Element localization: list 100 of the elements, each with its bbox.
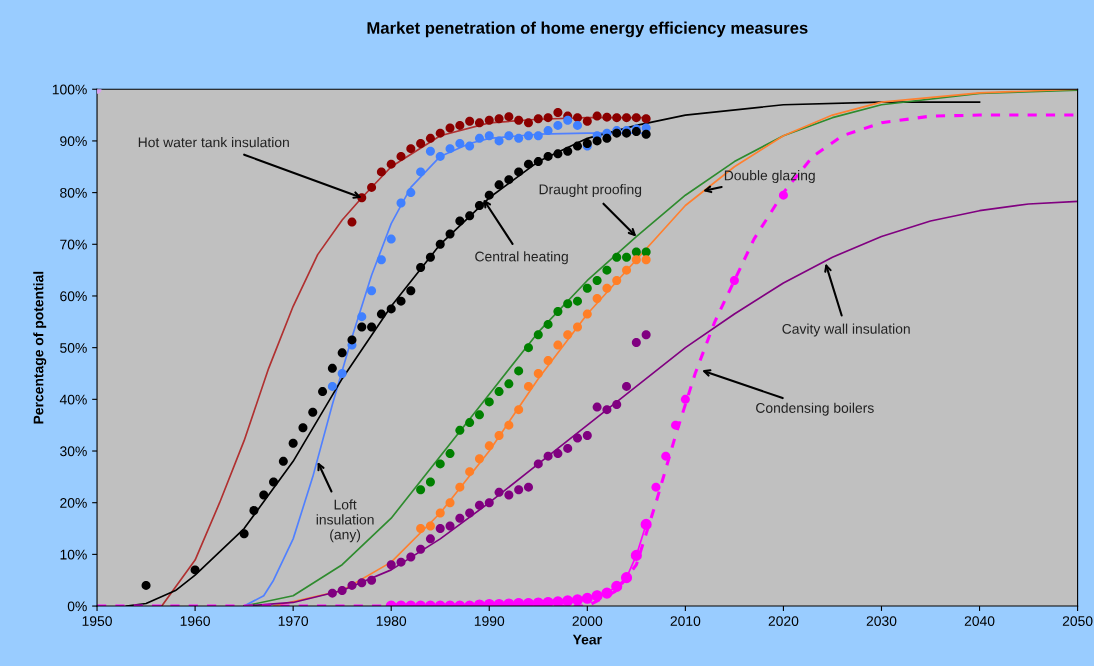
point: [602, 283, 612, 293]
point: [474, 118, 484, 128]
point: [494, 114, 504, 124]
point: [553, 120, 563, 130]
point: [523, 343, 533, 353]
point: [494, 387, 504, 397]
point: [406, 144, 416, 154]
point: [591, 590, 603, 602]
point: [465, 116, 475, 126]
point: [612, 400, 622, 409]
point: [582, 116, 592, 126]
point: [465, 508, 475, 518]
point: [298, 423, 308, 433]
point: [612, 275, 622, 285]
point: [396, 557, 406, 567]
point: [592, 136, 602, 146]
point: [543, 356, 553, 366]
point: [425, 477, 435, 487]
point: [573, 113, 583, 123]
point: [514, 485, 524, 495]
point: [630, 549, 642, 561]
y-tick-label: 30%: [60, 446, 87, 457]
annotation: Hot water tank insulation: [138, 137, 289, 148]
point: [582, 309, 592, 319]
point: [445, 229, 455, 239]
annotation: Cavity wall insulation: [782, 323, 910, 337]
point: [435, 239, 445, 249]
y-tick-label: 40%: [59, 394, 87, 405]
point: [533, 459, 543, 469]
point: [543, 319, 553, 329]
point: [622, 381, 632, 391]
point: [190, 565, 200, 575]
point: [641, 129, 651, 139]
point: [562, 595, 574, 607]
x-tick-label: 1950: [82, 616, 112, 626]
point: [514, 167, 524, 177]
point: [455, 425, 465, 435]
point: [671, 420, 681, 430]
point: [416, 263, 426, 273]
x-tick-label: 2020: [768, 616, 799, 626]
point: [396, 151, 406, 161]
point: [445, 498, 455, 508]
point: [337, 348, 347, 358]
point: [582, 431, 592, 441]
point: [729, 275, 739, 285]
x-tick-label: 2050: [1062, 616, 1093, 626]
point: [435, 151, 445, 161]
point: [523, 381, 533, 391]
point: [651, 482, 661, 492]
point: [611, 580, 623, 592]
point: [347, 580, 357, 590]
point: [553, 306, 563, 316]
point: [386, 304, 396, 314]
point: [386, 159, 396, 169]
point: [533, 157, 543, 167]
point: [445, 449, 455, 459]
x-tick-label: 1980: [376, 616, 407, 626]
point: [641, 330, 651, 340]
point: [571, 594, 584, 606]
point: [455, 120, 465, 130]
point: [484, 190, 494, 200]
point: [425, 534, 435, 544]
point: [504, 131, 514, 141]
point: [406, 552, 416, 562]
point: [269, 477, 279, 487]
point: [543, 151, 553, 161]
point: [640, 518, 652, 530]
point: [542, 596, 554, 607]
point: [553, 108, 563, 117]
y-tick-label: 10%: [60, 549, 87, 560]
point: [504, 420, 514, 430]
point: [367, 575, 377, 585]
point: [416, 139, 426, 149]
point: [602, 265, 612, 275]
point: [602, 133, 612, 143]
point: [249, 505, 259, 515]
point: [631, 113, 641, 123]
point: [357, 578, 367, 588]
annotation: Double glazing: [724, 170, 815, 184]
point: [514, 405, 524, 415]
point: [337, 368, 347, 378]
point: [357, 312, 367, 322]
x-tick-label: 2040: [964, 616, 995, 626]
point: [347, 335, 357, 345]
point: [778, 190, 788, 200]
point: [523, 159, 533, 169]
point: [523, 482, 533, 492]
point: [376, 255, 386, 265]
annotation: Condensing boilers: [756, 402, 874, 416]
point: [581, 592, 593, 604]
point: [484, 397, 494, 407]
point: [523, 131, 533, 141]
point: [386, 560, 396, 570]
point: [396, 198, 406, 208]
point: [631, 255, 641, 265]
point: [641, 255, 651, 265]
chart-title: Market penetration of home energy efficiency measures: [367, 21, 808, 38]
point: [504, 490, 514, 500]
point: [376, 309, 386, 319]
point: [592, 111, 602, 121]
